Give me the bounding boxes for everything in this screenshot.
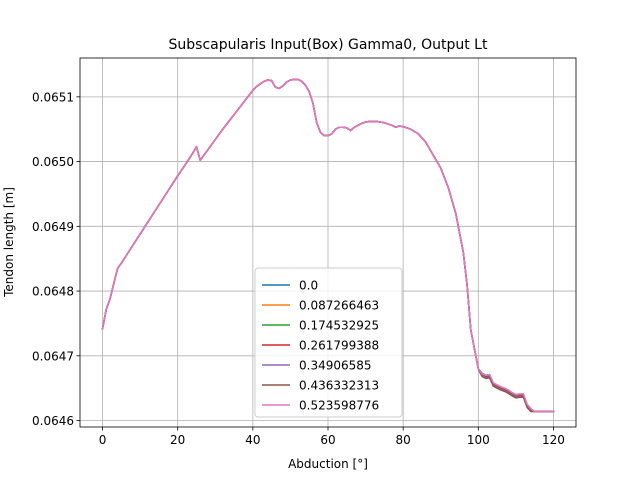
legend-entry: 0.0 xyxy=(299,279,318,293)
legend-entry: 0.523598776 xyxy=(299,399,379,413)
y-tick-label: 0.0646 xyxy=(32,414,74,428)
y-axis: 0.0646 0.0647 0.0648 0.0649 0.0650 0.0651 xyxy=(32,90,80,428)
y-tick-label: 0.0647 xyxy=(32,349,74,363)
legend-entry: 0.261799388 xyxy=(299,339,379,353)
chart-title: Subscapularis Input(Box) Gamma0, Output … xyxy=(169,37,488,53)
x-tick-label: 80 xyxy=(396,433,411,447)
y-axis-label: Tendon length [m] xyxy=(2,187,16,298)
y-tick-label: 0.0650 xyxy=(32,155,74,169)
x-tick-label: 0 xyxy=(99,433,107,447)
y-tick-label: 0.0651 xyxy=(32,90,74,104)
x-tick-label: 100 xyxy=(467,433,490,447)
legend-entry: 0.34906585 xyxy=(299,359,372,373)
x-axis: 0 20 40 60 80 100 120 xyxy=(99,427,565,447)
legend-entry: 0.174532925 xyxy=(299,319,379,333)
x-axis-label: Abduction [°] xyxy=(288,457,368,471)
x-tick-label: 60 xyxy=(320,433,335,447)
x-tick-label: 20 xyxy=(170,433,185,447)
legend: 0.0 0.087266463 0.174532925 0.261799388 0.34… xyxy=(254,267,403,418)
legend-entry: 0.436332313 xyxy=(299,379,379,393)
y-tick-label: 0.0648 xyxy=(32,285,74,299)
legend-entry: 0.087266463 xyxy=(299,299,379,313)
series-lines xyxy=(101,78,555,413)
legend-box xyxy=(254,267,403,418)
x-tick-label: 40 xyxy=(245,433,260,447)
y-tick-label: 0.0649 xyxy=(32,220,74,234)
series-line-6 xyxy=(101,78,555,413)
x-tick-label: 120 xyxy=(542,433,565,447)
